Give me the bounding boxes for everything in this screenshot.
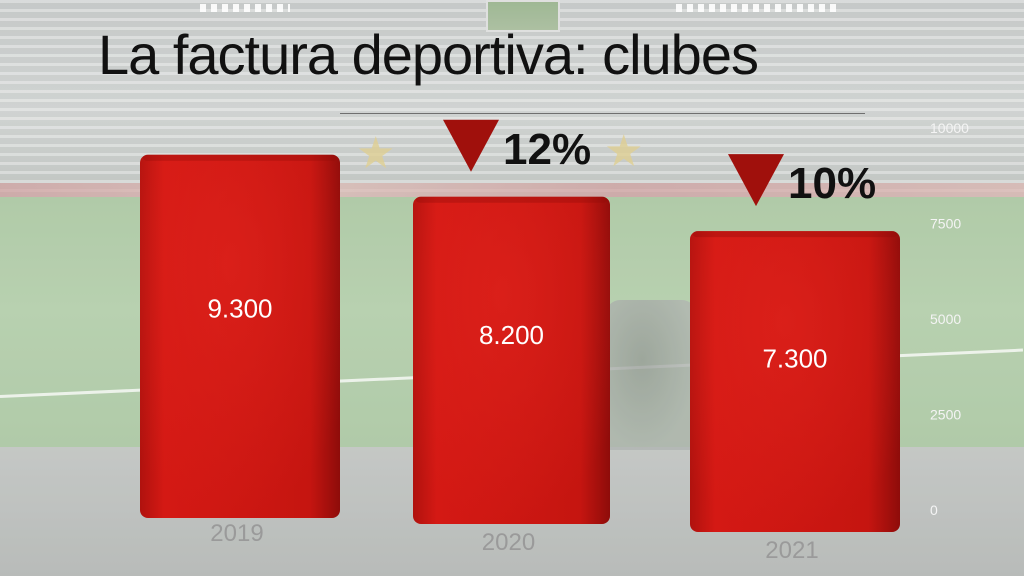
y-tick-label: 2500	[930, 407, 961, 423]
y-axis: 0 2500 5000 7500 10000	[930, 120, 969, 518]
category-label: 2020	[482, 529, 535, 556]
value-label: 7.300	[762, 344, 827, 374]
star-icon: ★	[604, 127, 644, 176]
bar-top-edge	[416, 196, 607, 203]
stadium-screen	[486, 0, 560, 32]
bar-top-edge	[693, 231, 897, 238]
floodlights	[676, 4, 836, 12]
y-tick-label: 10000	[930, 120, 969, 136]
title-divider	[340, 113, 865, 114]
bar-top-edge	[143, 154, 337, 161]
category-label: 2021	[765, 537, 818, 564]
tv-camera	[606, 300, 696, 450]
bar-highlight	[413, 196, 610, 524]
y-tick-label: 0	[930, 502, 938, 518]
bar-highlight	[690, 231, 900, 532]
star-icon: ★	[356, 129, 396, 178]
change-label: 12%	[503, 125, 591, 174]
category-label: 2019	[210, 520, 263, 547]
value-label: 8.200	[479, 320, 544, 350]
y-tick-label: 5000	[930, 311, 961, 327]
change-label: 10%	[788, 159, 876, 208]
bars: 9.300 2019 8.200 2020 7.300 2021 12% 10%	[140, 119, 900, 564]
down-arrow-icon	[728, 154, 784, 207]
page-title: La factura deportiva: clubes	[98, 23, 759, 86]
bar-highlight	[140, 154, 340, 519]
value-label: 9.300	[207, 293, 272, 323]
y-tick-label: 7500	[930, 216, 961, 232]
floodlights	[200, 4, 290, 12]
down-arrow-icon	[443, 119, 499, 172]
